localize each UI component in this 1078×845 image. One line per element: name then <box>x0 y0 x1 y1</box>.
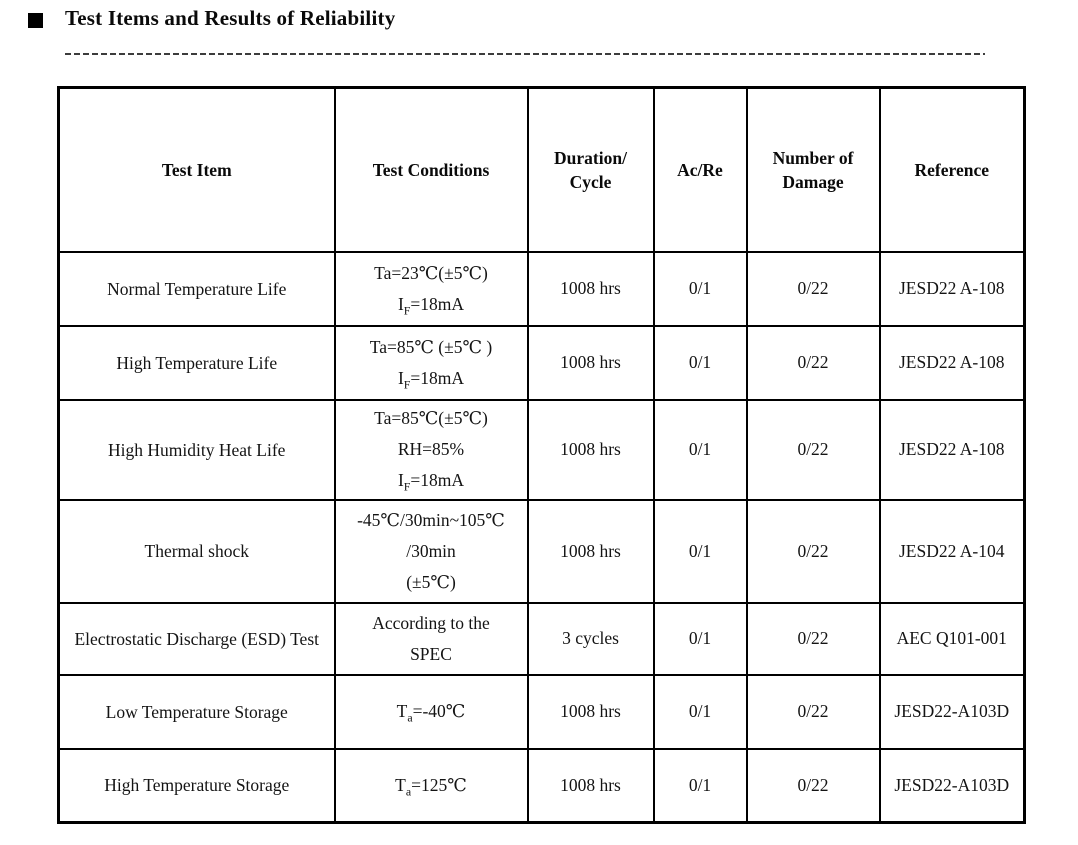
ac-re-cell: 0/1 <box>652 324 748 401</box>
condition-line: Ta=-40℃ <box>396 701 466 725</box>
condition-line: Ta=23℃(±5℃) <box>374 262 488 283</box>
test-item-cell: Normal Temperature Life <box>57 250 336 327</box>
test-conditions-cell: Ta=-40℃ <box>333 673 529 750</box>
test-conditions-cell: Ta=125℃ <box>333 747 529 824</box>
condition-line: Ta=125℃ <box>395 774 467 799</box>
ac-re-cell: 0/1 <box>652 673 748 750</box>
ac-re-cell: 0/1 <box>652 747 748 824</box>
duration-cell: 1008 hrs <box>526 250 655 327</box>
header-row: Test Item Test Conditions Duration/ Cycl… <box>57 86 1026 253</box>
number-of-damage-cell: 0/22 <box>745 324 881 401</box>
dashed-divider <box>65 53 985 55</box>
test-conditions-cell: -45℃/30min~105℃ /30min (±5℃) <box>333 498 529 604</box>
reference-cell: JESD22-A103D <box>878 747 1026 824</box>
header-test-conditions: Test Conditions <box>333 86 529 253</box>
reference-cell: JESD22 A-104 <box>878 498 1026 604</box>
duration-cell: 1008 hrs <box>526 398 655 501</box>
header-label: Test Conditions <box>372 159 490 180</box>
table-row: High Temperature Life Ta=85℃ (±5℃ ) IF=18m… <box>57 324 1026 401</box>
test-conditions-cell: Ta=85℃(±5℃) RH=85% IF=18mA <box>333 398 529 501</box>
reference-cell: AEC Q101-001 <box>878 601 1026 676</box>
duration-cell: 3 cycles <box>526 601 655 676</box>
reference-cell: JESD22 A-108 <box>878 398 1026 501</box>
reference-cell: JESD22 A-108 <box>878 324 1026 401</box>
table-row: Low Temperature Storage Ta=-40℃ 1008 hrs 0/… <box>57 673 1026 750</box>
number-of-damage-cell: 0/22 <box>745 250 881 327</box>
test-item-cell: Thermal shock <box>57 498 336 604</box>
condition-line: IF=18mA <box>397 367 465 391</box>
condition-line: RH=85% <box>397 439 465 459</box>
test-conditions-cell: Ta=23℃(±5℃) IF=18mA <box>333 250 529 327</box>
header-label: Number of <box>772 147 854 168</box>
table-row: Thermal shock -45℃/30min~105℃ /30min (±5℃) 1… <box>57 498 1026 604</box>
header-label: Damage <box>782 171 844 192</box>
reliability-table: Test Item Test Conditions Duration/ Cycl… <box>57 86 1026 824</box>
reference-cell: JESD22-A103D <box>878 673 1026 750</box>
ac-re-cell: 0/1 <box>652 398 748 501</box>
duration-cell: 1008 hrs <box>526 324 655 401</box>
condition-line: SPEC <box>410 643 452 664</box>
table-row: Normal Temperature Life Ta=23℃(±5℃) IF=18m… <box>57 250 1026 327</box>
test-conditions-cell: Ta=85℃ (±5℃ ) IF=18mA <box>333 324 529 401</box>
test-item-cell: High Humidity Heat Life <box>57 398 336 501</box>
number-of-damage-cell: 0/22 <box>745 673 881 750</box>
ac-re-cell: 0/1 <box>652 601 748 676</box>
condition-line: Ta=85℃ (±5℃ ) <box>369 336 493 357</box>
condition-line: /30min <box>406 540 456 561</box>
table-row: High Humidity Heat Life Ta=85℃(±5℃) RH=85%… <box>57 398 1026 501</box>
number-of-damage-cell: 0/22 <box>745 398 881 501</box>
page-title: Test Items and Results of Reliability <box>65 6 396 30</box>
table-row: High Temperature Storage Ta=125℃ 1008 hrs 0… <box>57 747 1026 824</box>
condition-line: IF=18mA <box>397 293 465 317</box>
header-label: Test Item <box>161 159 232 180</box>
condition-line: (±5℃) <box>406 571 456 592</box>
header-ac-re: Ac/Re <box>652 86 748 253</box>
test-item-cell: Electrostatic Discharge (ESD) Test <box>57 601 336 676</box>
square-bullet-icon <box>28 12 43 28</box>
reference-cell: JESD22 A-108 <box>878 250 1026 327</box>
header-test-item: Test Item <box>57 86 336 253</box>
condition-line: IF=18mA <box>397 470 465 494</box>
number-of-damage-cell: 0/22 <box>745 498 881 604</box>
section-heading: Test Items and Results of Reliability <box>28 6 395 31</box>
condition-line: According to the <box>372 612 490 633</box>
condition-line: Ta=85℃(±5℃) <box>374 408 488 428</box>
test-item-cell: Low Temperature Storage <box>57 673 336 750</box>
header-duration-cycle: Duration/ Cycle <box>526 86 655 253</box>
ac-re-cell: 0/1 <box>652 498 748 604</box>
number-of-damage-cell: 0/22 <box>745 601 881 676</box>
duration-cell: 1008 hrs <box>526 498 655 604</box>
header-label: Ac/Re <box>677 159 723 180</box>
header-label: Cycle <box>569 171 612 192</box>
number-of-damage-cell: 0/22 <box>745 747 881 824</box>
header-label: Duration/ <box>554 147 627 168</box>
test-item-cell: High Temperature Storage <box>57 747 336 824</box>
header-reference: Reference <box>878 86 1026 253</box>
ac-re-cell: 0/1 <box>652 250 748 327</box>
duration-cell: 1008 hrs <box>526 673 655 750</box>
condition-line: -45℃/30min~105℃ <box>357 509 505 530</box>
duration-cell: 1008 hrs <box>526 747 655 824</box>
header-number-of-damage: Number of Damage <box>745 86 881 253</box>
header-label: Reference <box>914 159 990 180</box>
test-conditions-cell: According to the SPEC <box>333 601 529 676</box>
test-item-cell: High Temperature Life <box>57 324 336 401</box>
table-row: Electrostatic Discharge (ESD) Test Accord… <box>57 601 1026 676</box>
